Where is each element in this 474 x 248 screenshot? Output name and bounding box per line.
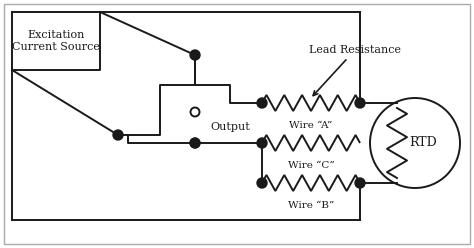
Circle shape xyxy=(355,98,365,108)
Circle shape xyxy=(257,98,267,108)
Text: Excitation
Current Source: Excitation Current Source xyxy=(12,30,100,52)
Text: Output: Output xyxy=(210,123,250,132)
Text: Wire “B”: Wire “B” xyxy=(288,201,334,210)
Circle shape xyxy=(191,138,200,148)
Circle shape xyxy=(190,50,200,60)
Circle shape xyxy=(191,107,200,117)
Circle shape xyxy=(355,178,365,188)
Text: Lead Resistance: Lead Resistance xyxy=(309,45,401,95)
Circle shape xyxy=(257,138,267,148)
Circle shape xyxy=(257,178,267,188)
Text: RTD: RTD xyxy=(409,136,437,150)
Text: Wire “A”: Wire “A” xyxy=(289,121,333,130)
Circle shape xyxy=(370,98,460,188)
Text: Wire “C”: Wire “C” xyxy=(288,161,334,170)
Circle shape xyxy=(113,130,123,140)
Circle shape xyxy=(190,138,200,148)
